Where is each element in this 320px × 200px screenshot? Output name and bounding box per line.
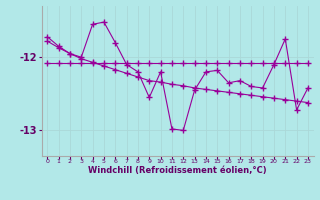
X-axis label: Windchill (Refroidissement éolien,°C): Windchill (Refroidissement éolien,°C) (88, 166, 267, 175)
